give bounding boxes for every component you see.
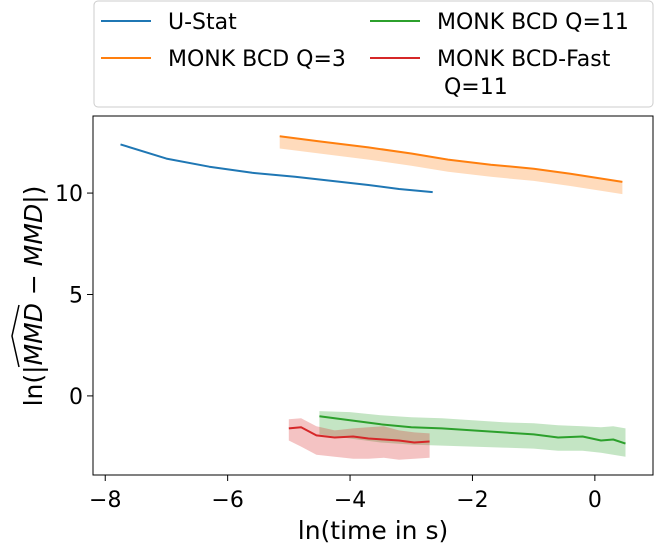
y-label-suffix: |): [19, 186, 48, 204]
y-label-prefix: ln(|: [19, 365, 48, 406]
x-axis: −8 −6 −4 −2 0: [89, 475, 602, 513]
x-tick-label: −4: [334, 488, 366, 513]
y-tick-label: 0: [69, 385, 83, 410]
y-tick-label: 5: [69, 283, 83, 308]
legend-label-line: Q=11: [437, 75, 508, 100]
x-tick-label: −8: [89, 488, 121, 513]
svg-text:ln(|MMD − MMD|): ln(|MMD − MMD|): [19, 186, 48, 407]
legend-label-monk-bcd-q-3: MONK BCD Q=3: [168, 47, 346, 72]
y-label-plain-term: MMD: [19, 204, 48, 266]
y-label-minus: −: [19, 266, 48, 303]
confidence-bands: [280, 136, 626, 460]
band-monk-bcd-q-3: [280, 136, 623, 194]
chart: U-Stat MONK BCD Q=3 MONK BCD Q=11 MONK BCD-…: [0, 0, 655, 546]
legend-label-line: MONK BCD Q=3: [168, 47, 346, 72]
legend-label-line: U-Stat: [168, 10, 237, 35]
x-axis-label: ln(time in s): [298, 516, 449, 545]
legend-label-u-stat: U-Stat: [168, 10, 237, 35]
x-tick-label: −6: [211, 488, 243, 513]
y-tick-label: 10: [55, 182, 83, 207]
legend-label-monk-bcd-q-11: MONK BCD Q=11: [437, 10, 629, 35]
x-tick-label: 0: [588, 488, 602, 513]
x-tick-label: −2: [456, 488, 488, 513]
y-label-hat-term: MMD: [19, 303, 48, 365]
y-axis: 0 5 10: [55, 182, 93, 410]
legend-label-line: MONK BCD-Fast: [437, 47, 611, 72]
y-axis-label: ln(|MMD − MMD|): [12, 186, 48, 407]
y-label-wide-hat: [12, 305, 19, 367]
legend-label-line: MONK BCD Q=11: [437, 10, 629, 35]
